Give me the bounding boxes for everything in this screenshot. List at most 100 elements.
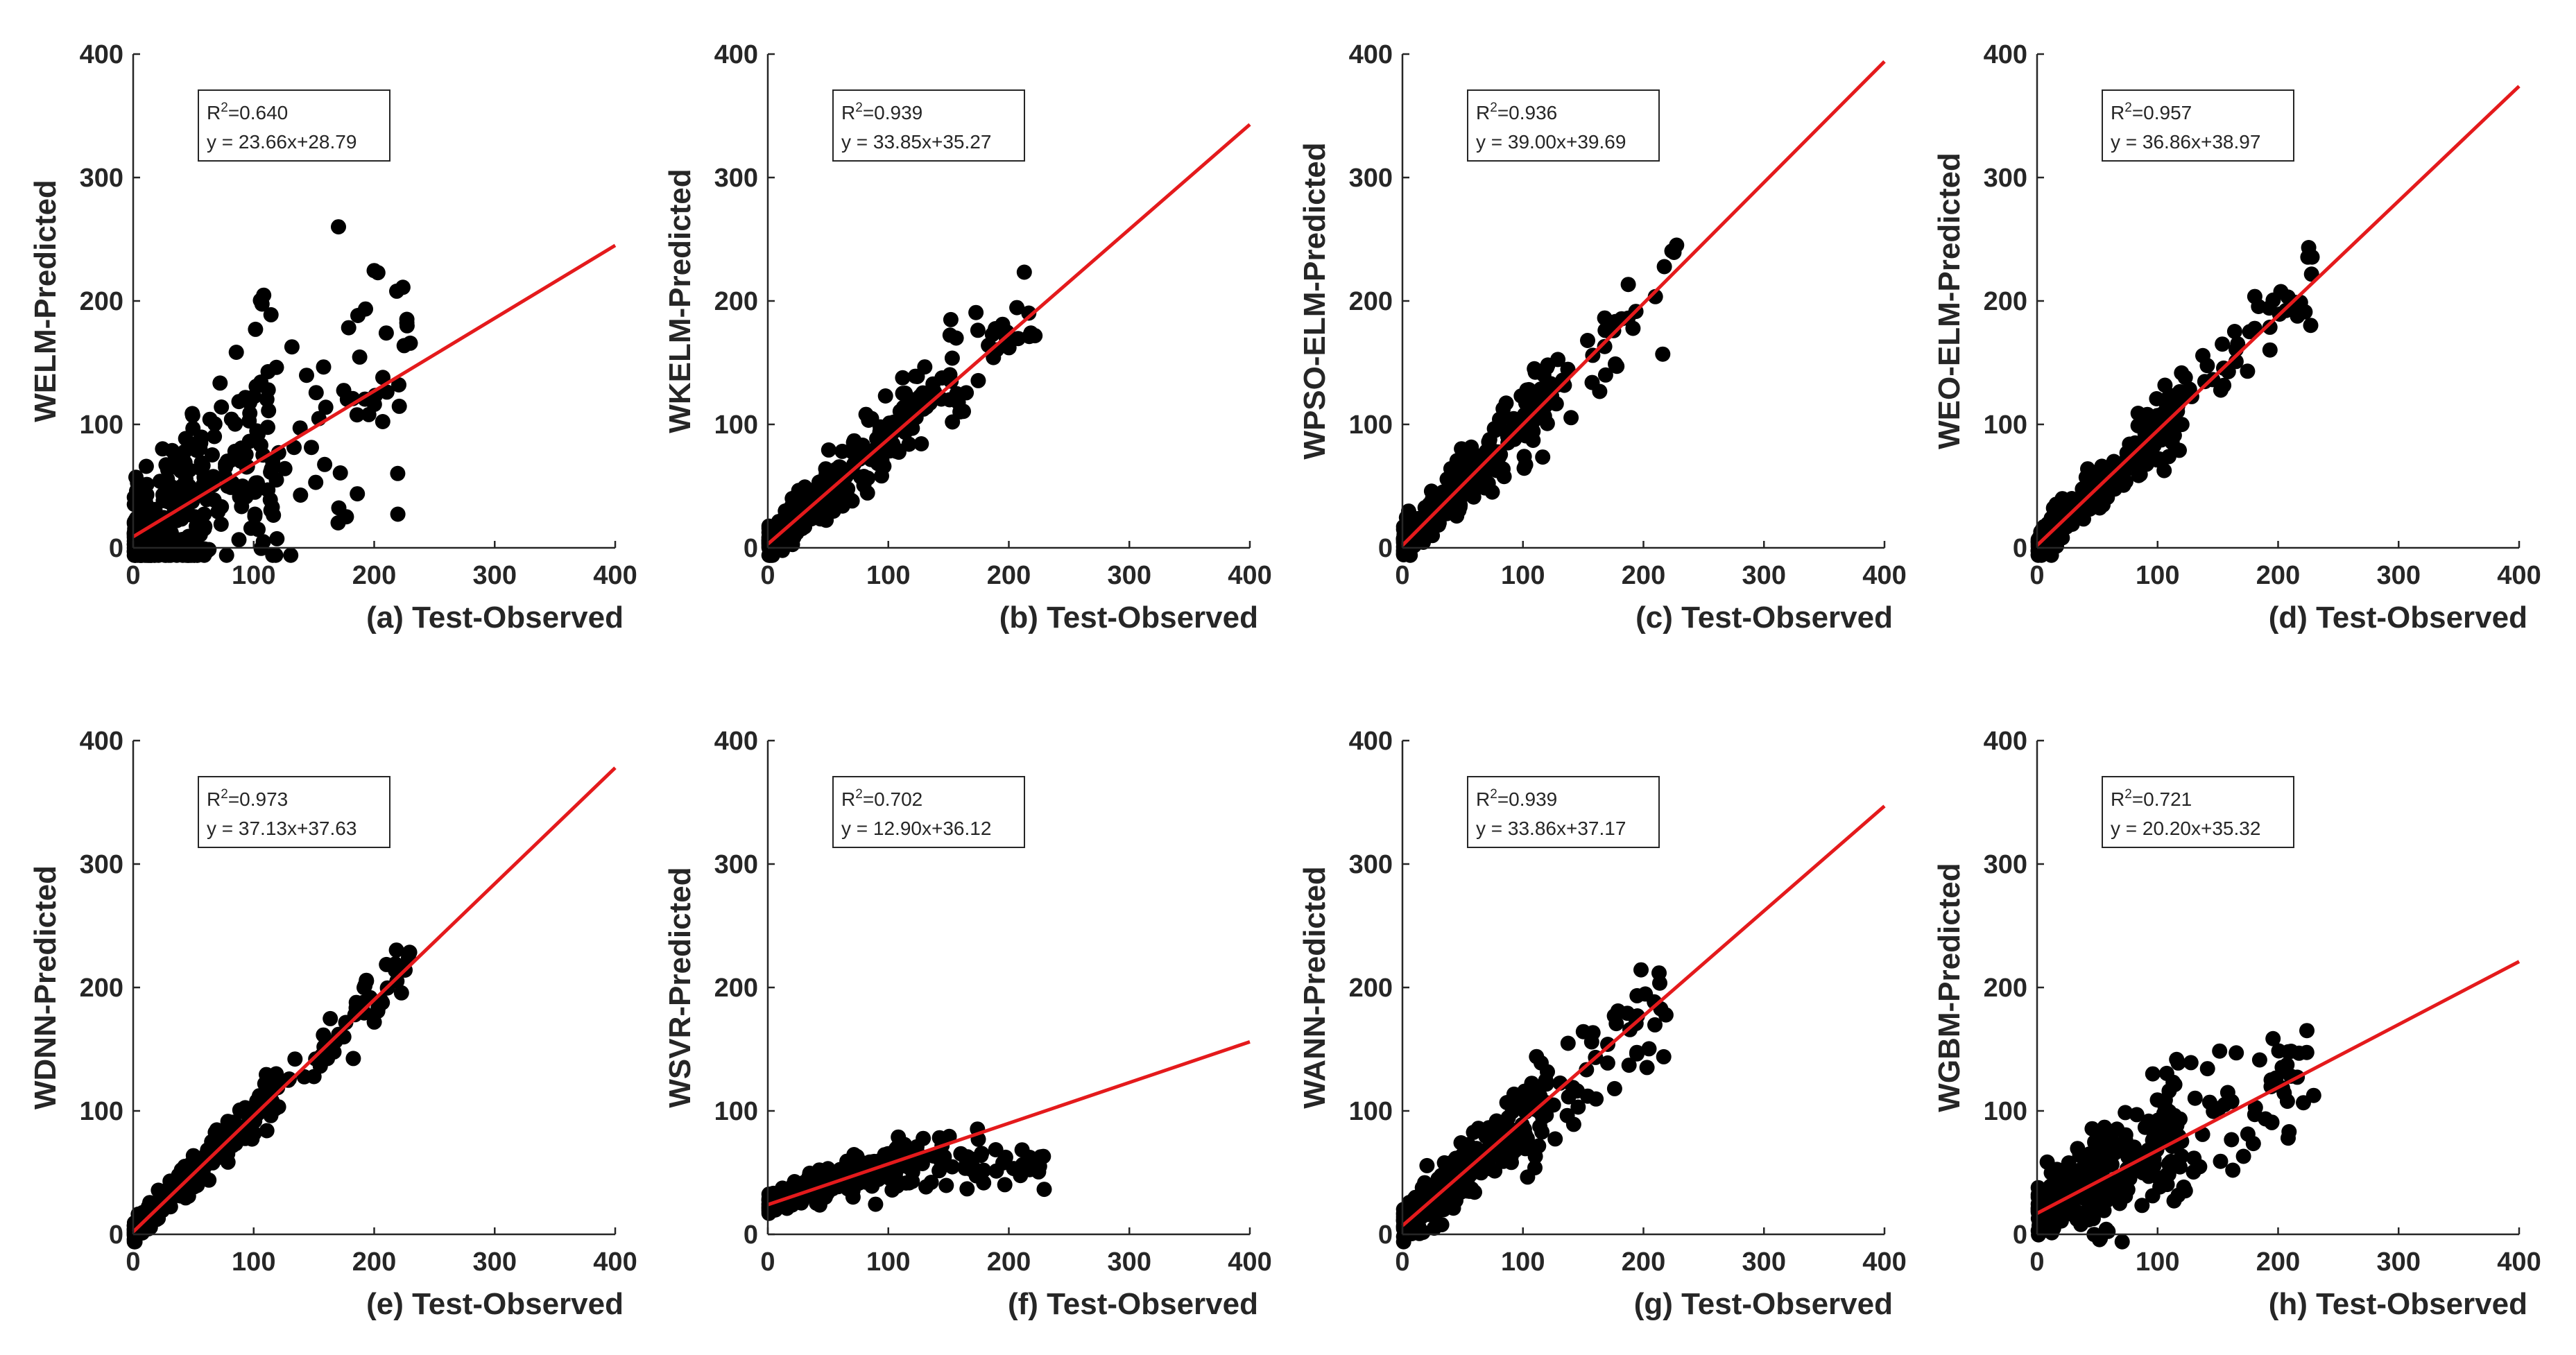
scatter-point	[2292, 295, 2308, 311]
scatter-point	[1525, 433, 1541, 448]
scatter-point	[845, 1180, 861, 1196]
scatter-point	[196, 506, 212, 522]
scatter-point	[2224, 1132, 2240, 1148]
scatter-point	[2215, 336, 2231, 352]
scatter-point	[308, 385, 324, 401]
x-tick-label: 400	[1862, 1248, 1906, 1277]
scatter-point	[366, 1014, 382, 1030]
scatter-point	[1633, 962, 1649, 978]
y-axis-label: WELM-Predicted	[28, 180, 62, 422]
x-tick-label: 400	[2497, 1248, 2541, 1277]
scatter-point	[267, 1101, 283, 1117]
y-tick-label: 100	[1984, 411, 2027, 440]
scatter-point	[1656, 259, 1672, 275]
scatter-point	[1448, 1182, 1463, 1198]
scatter-point	[247, 506, 263, 522]
scatter-point	[231, 532, 247, 548]
scatter-point	[395, 279, 411, 295]
scatter-point	[143, 1202, 159, 1218]
scatter-point	[864, 411, 879, 426]
scatter-point	[2265, 1030, 2281, 1046]
r-squared-value: =0.702	[863, 788, 922, 810]
scatter-point	[2206, 1103, 2222, 1119]
scatter-point	[944, 350, 960, 366]
scatter-point	[157, 524, 172, 540]
x-tick-label: 300	[473, 1248, 517, 1277]
scatter-point	[138, 458, 154, 474]
scatter-point	[2262, 319, 2278, 335]
scatter-point	[2296, 1095, 2311, 1111]
scatter-point	[326, 1044, 342, 1060]
scatter-point	[145, 502, 161, 518]
annotation-box	[2102, 89, 2294, 162]
scatter-point	[396, 338, 412, 354]
annotation-box	[198, 89, 390, 162]
scatter-point	[2098, 1221, 2114, 1237]
y-tick-label: 400	[80, 40, 123, 69]
panel-g: 0 100 200 300 400 0 100 200 300 400 (g) Test-Obser…	[1298, 727, 1907, 1321]
scatter-point	[1656, 1048, 1672, 1064]
scatter-point	[952, 404, 968, 420]
scatter-point	[227, 443, 243, 459]
x-tick-label: 200	[987, 561, 1031, 590]
scatter-point	[1585, 1025, 1601, 1041]
scatter-point	[234, 1123, 250, 1139]
annotation-box	[832, 89, 1025, 162]
annotation-box	[1467, 89, 1660, 162]
x-tick-label: 400	[1228, 1248, 1271, 1277]
scatter-point	[269, 530, 285, 546]
scatter-point	[2084, 1121, 2100, 1137]
scatter-point	[1606, 1008, 1622, 1024]
scatter-point	[263, 307, 279, 322]
scatter-point	[844, 493, 860, 509]
panel-a: 0 100 200 300 400 0 100 200 300 400 (a) Test-Obser…	[28, 40, 637, 635]
scatter-point	[1506, 411, 1522, 426]
scatter-point	[829, 472, 845, 488]
scatter-point	[1639, 1060, 1655, 1076]
fit-line	[2036, 85, 2521, 547]
r-squared-label: R2=0.973	[207, 787, 288, 810]
y-tick-label: 0	[2013, 534, 2027, 563]
scatter-point	[255, 534, 271, 550]
y-tick-label: 300	[1349, 164, 1393, 193]
scatter-point	[348, 994, 364, 1010]
y-tick-label: 300	[1349, 850, 1393, 879]
scatter-point	[139, 487, 155, 503]
scatter-point	[1031, 1164, 1047, 1180]
equation-label: y = 33.85x+35.27	[841, 131, 991, 153]
y-tick-label: 300	[714, 164, 758, 193]
x-axis-label: (a) Test-Observed	[366, 601, 624, 635]
scatter-point	[859, 485, 875, 501]
y-tick-label: 200	[1349, 974, 1393, 1003]
scatter-point	[2118, 1105, 2133, 1121]
scatter-point	[227, 416, 243, 432]
y-tick-label: 300	[80, 164, 123, 193]
scatter-point	[173, 463, 189, 478]
scatter-point	[968, 1168, 984, 1184]
scatter-point	[1655, 346, 1671, 362]
scatter-series	[2030, 240, 2320, 563]
scatter-point	[1453, 1135, 1469, 1150]
scatter-point	[338, 1015, 354, 1030]
x-tick-label: 200	[1622, 561, 1665, 590]
x-tick-label: 0	[2029, 1248, 2044, 1277]
scatter-point	[2088, 1189, 2104, 1205]
scatter-point	[317, 456, 333, 472]
scatter-point	[1547, 1131, 1563, 1147]
x-tick-label: 100	[1501, 561, 1545, 590]
scatter-point	[160, 471, 175, 487]
scatter-point	[2158, 404, 2174, 419]
scatter-point	[218, 456, 234, 472]
scatter-point	[797, 519, 813, 535]
y-axis-label: WPSO-ELM-Predicted	[1298, 142, 1332, 459]
x-tick-label: 200	[1622, 1248, 1665, 1277]
scatter-point	[786, 529, 802, 545]
scatter-point	[846, 433, 862, 449]
annotation-box	[198, 776, 390, 848]
scatter-point	[2115, 477, 2131, 493]
scatter-point	[1533, 383, 1549, 399]
scatter-point	[997, 1177, 1013, 1193]
x-tick-label: 100	[232, 561, 275, 590]
annotation-box	[2102, 776, 2294, 848]
